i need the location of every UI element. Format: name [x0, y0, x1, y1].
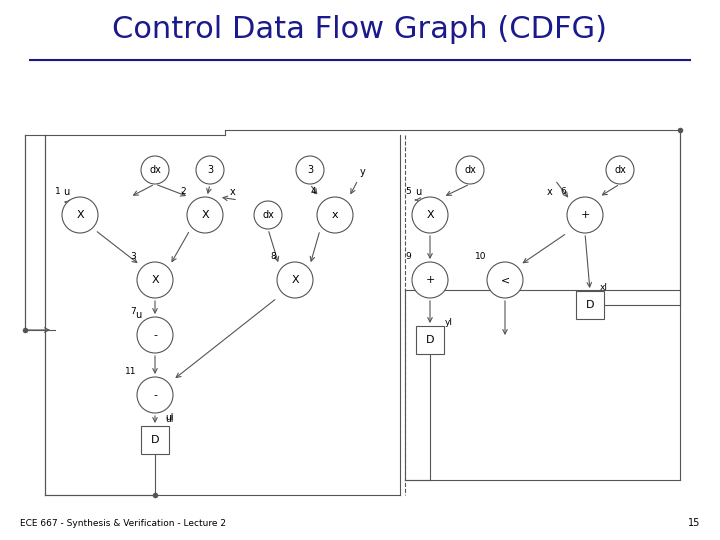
Text: 10: 10 — [474, 252, 486, 261]
Bar — [416, 326, 444, 354]
Circle shape — [254, 201, 282, 229]
Circle shape — [487, 262, 523, 298]
Circle shape — [277, 262, 313, 298]
Text: -: - — [153, 390, 157, 400]
Text: 8: 8 — [270, 252, 276, 261]
Text: 9: 9 — [405, 252, 411, 261]
Circle shape — [567, 197, 603, 233]
Circle shape — [412, 197, 448, 233]
Circle shape — [187, 197, 223, 233]
Text: ECE 667 - Synthesis & Verification - Lecture 2: ECE 667 - Synthesis & Verification - Lec… — [20, 519, 226, 528]
Text: x: x — [230, 187, 235, 197]
Text: 11: 11 — [125, 367, 136, 376]
Text: x: x — [332, 210, 338, 220]
Text: dx: dx — [149, 165, 161, 175]
Text: X: X — [151, 275, 159, 285]
Text: 4: 4 — [310, 187, 316, 196]
Text: +: + — [426, 275, 435, 285]
Text: u: u — [415, 187, 421, 197]
Circle shape — [296, 156, 324, 184]
Text: u: u — [135, 310, 141, 320]
Text: y: y — [360, 167, 366, 177]
Text: dx: dx — [262, 210, 274, 220]
Text: D: D — [586, 300, 594, 310]
Text: X: X — [201, 210, 209, 220]
Bar — [141, 426, 169, 454]
Text: 3: 3 — [307, 165, 313, 175]
Text: ul: ul — [165, 415, 174, 424]
Text: 3: 3 — [207, 165, 213, 175]
Text: D: D — [426, 335, 434, 345]
Circle shape — [137, 262, 173, 298]
Text: u: u — [63, 187, 69, 197]
Text: dx: dx — [464, 165, 476, 175]
Text: -: - — [153, 330, 157, 340]
Text: +: + — [580, 210, 590, 220]
Text: <: < — [500, 275, 510, 285]
Circle shape — [137, 317, 173, 353]
Text: 5: 5 — [405, 187, 411, 196]
Circle shape — [456, 156, 484, 184]
Text: X: X — [291, 275, 299, 285]
Text: D: D — [150, 435, 159, 445]
Text: 2: 2 — [181, 187, 186, 196]
Circle shape — [141, 156, 169, 184]
Text: x: x — [547, 187, 553, 197]
Circle shape — [317, 197, 353, 233]
Circle shape — [412, 262, 448, 298]
Text: ul: ul — [165, 413, 174, 422]
Text: X: X — [426, 210, 434, 220]
Bar — [576, 291, 604, 319]
Text: Control Data Flow Graph (CDFG): Control Data Flow Graph (CDFG) — [112, 16, 608, 44]
Text: 7: 7 — [130, 307, 136, 316]
Text: X: X — [76, 210, 84, 220]
Text: xl: xl — [600, 283, 608, 292]
Text: 15: 15 — [688, 518, 700, 528]
Circle shape — [606, 156, 634, 184]
Circle shape — [137, 377, 173, 413]
Circle shape — [62, 197, 98, 233]
Circle shape — [196, 156, 224, 184]
Text: 1: 1 — [55, 187, 61, 196]
Text: 6: 6 — [560, 187, 566, 196]
Text: 3: 3 — [130, 252, 136, 261]
Text: dx: dx — [614, 165, 626, 175]
Text: yl: yl — [445, 318, 453, 327]
